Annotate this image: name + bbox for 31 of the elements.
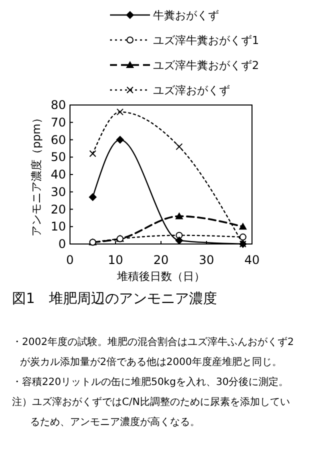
y-tick-label: 50	[50, 150, 66, 164]
y-tick-label: 80	[50, 98, 66, 112]
x-tick-label: 10	[108, 253, 124, 267]
x-tick-label: 40	[244, 253, 260, 267]
x-tick-label: 30	[198, 253, 214, 267]
text: ・容積220リットルの缶に堆肥50kgを入れ、30分後に測定。	[12, 376, 289, 388]
text: ・2002年度の試験。堆肥の混合割合はユズ滓牛ふんおがくず2	[12, 336, 294, 348]
text: るため、アンモニア濃度が高くなる。	[30, 416, 200, 428]
legend-label: ユズ滓おがくず	[153, 84, 230, 97]
y-axis-title: アンモニア濃度（ppm）	[30, 112, 43, 236]
point	[116, 108, 124, 116]
point	[116, 136, 124, 144]
y-tick-label: 30	[50, 184, 66, 199]
point	[89, 150, 96, 158]
legend-label: 牛糞おがくず	[153, 9, 219, 22]
legend-label: ユズ滓牛糞おがくず2	[153, 59, 259, 72]
point	[239, 234, 246, 241]
y-tick-label: 20	[50, 202, 66, 216]
point	[88, 193, 97, 202]
text: 注）ユズ滓おがくずではC/N比調整のために尿素を添加してい	[12, 396, 290, 408]
point	[176, 143, 183, 150]
text: が炭カル添加量が2倍である他は2000年度産堆肥と同じ。	[20, 356, 282, 368]
text: 図1 堆肥周辺のアンモニア濃度	[12, 291, 217, 307]
y-tick-label: 10	[50, 220, 66, 234]
x-axis-title: 堆積後日数（日）	[116, 270, 205, 283]
y-tick-label: 40	[50, 168, 66, 182]
y-tick-label: 0	[58, 237, 66, 251]
y-tick-label: 60	[50, 132, 66, 147]
x-tick-label: 20	[153, 253, 169, 267]
y-tick-label: 70	[50, 115, 66, 130]
legend-label: ユズ滓牛糞おがくず1	[153, 34, 259, 47]
